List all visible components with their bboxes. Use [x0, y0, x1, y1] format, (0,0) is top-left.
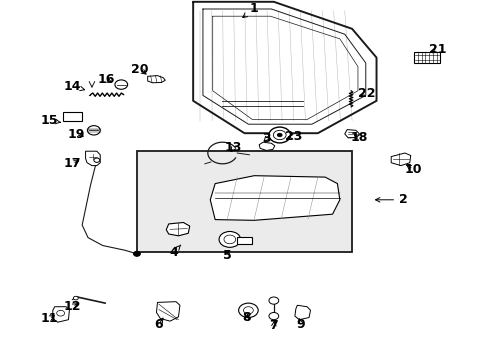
Polygon shape	[147, 76, 165, 83]
Polygon shape	[53, 307, 69, 322]
Circle shape	[273, 130, 285, 140]
Circle shape	[115, 80, 127, 89]
Circle shape	[94, 158, 100, 162]
Text: 13: 13	[224, 141, 242, 154]
Circle shape	[57, 310, 64, 316]
Text: 1: 1	[242, 3, 258, 18]
Text: 17: 17	[63, 157, 81, 170]
Text: 15: 15	[40, 114, 61, 127]
Text: 10: 10	[404, 163, 421, 176]
Circle shape	[268, 312, 278, 320]
Text: 23: 23	[284, 130, 302, 143]
Text: 20: 20	[130, 63, 148, 76]
Polygon shape	[166, 222, 189, 236]
Text: 11: 11	[40, 312, 58, 325]
Text: 22: 22	[357, 87, 375, 100]
Text: 2: 2	[375, 193, 407, 206]
Text: 5: 5	[223, 249, 231, 262]
Text: 9: 9	[296, 318, 305, 330]
Text: 18: 18	[350, 131, 367, 144]
Polygon shape	[390, 153, 410, 166]
Circle shape	[243, 307, 253, 314]
Circle shape	[219, 231, 240, 247]
Bar	[237, 237, 251, 244]
Circle shape	[73, 296, 78, 300]
Polygon shape	[210, 176, 339, 220]
Text: 8: 8	[242, 311, 251, 324]
Text: 14: 14	[63, 80, 84, 93]
Polygon shape	[85, 151, 100, 166]
Polygon shape	[259, 142, 274, 150]
Polygon shape	[294, 305, 310, 320]
Text: 6: 6	[154, 318, 163, 330]
Circle shape	[238, 303, 258, 318]
Text: 21: 21	[428, 43, 446, 56]
Polygon shape	[156, 302, 180, 321]
Circle shape	[268, 297, 278, 304]
Bar	[137, 151, 351, 252]
Text: 12: 12	[63, 300, 81, 313]
Polygon shape	[344, 130, 359, 138]
Circle shape	[224, 235, 235, 244]
Bar	[413, 52, 439, 63]
Text: 4: 4	[169, 245, 181, 259]
Circle shape	[277, 133, 282, 137]
Text: 7: 7	[269, 319, 278, 332]
Circle shape	[133, 251, 140, 256]
Text: 3: 3	[262, 132, 270, 145]
Circle shape	[87, 126, 100, 135]
Circle shape	[268, 127, 290, 143]
Text: 16: 16	[98, 73, 115, 86]
Text: 19: 19	[67, 129, 84, 141]
Bar	[63, 112, 81, 121]
